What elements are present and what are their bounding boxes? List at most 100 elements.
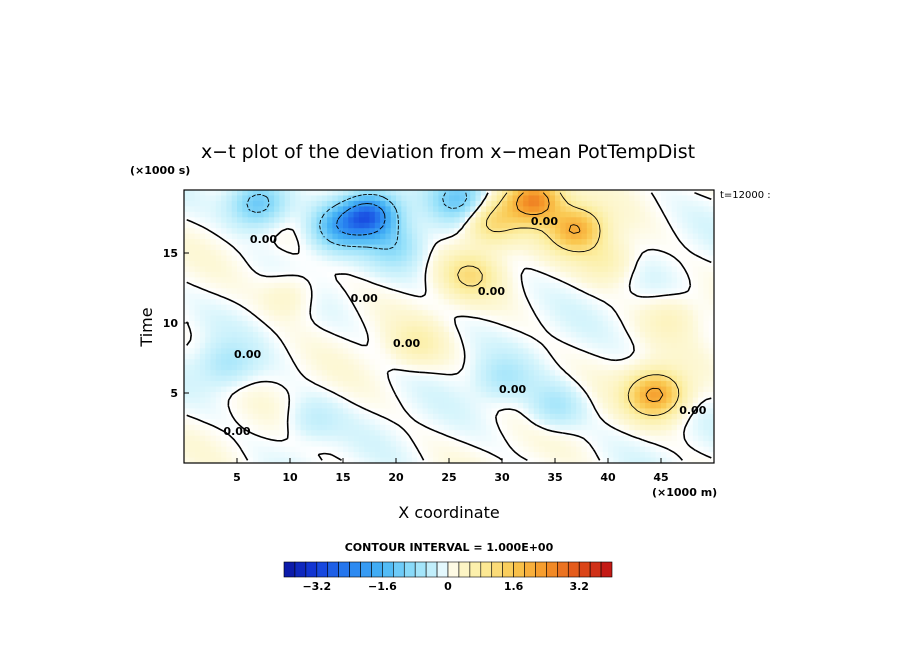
heatmap-cell (274, 337, 280, 344)
heatmap-cell (343, 326, 349, 333)
heatmap-cell (533, 430, 540, 437)
heatmap-cell (703, 250, 710, 256)
heatmap-cell (496, 217, 503, 224)
heatmap-cell (406, 342, 413, 349)
heatmap-cell (671, 441, 678, 448)
heatmap-cell (268, 266, 275, 273)
heatmap-cell (316, 255, 323, 262)
heatmap-cell (284, 211, 291, 218)
heatmap-cell (560, 277, 566, 284)
heatmap-cell (454, 239, 460, 245)
heatmap-cell (560, 315, 566, 322)
heatmap-cell (666, 260, 672, 267)
heatmap-cell (199, 195, 206, 202)
heatmap-cell (396, 222, 402, 229)
heatmap-cell (406, 331, 413, 338)
heatmap-cell (565, 299, 572, 306)
heatmap-cell (618, 211, 625, 218)
heatmap-cell (300, 315, 307, 322)
heatmap-cell (184, 195, 190, 202)
heatmap-cell (549, 381, 556, 387)
heatmap-cell (512, 397, 519, 404)
heatmap-cell (475, 375, 482, 382)
heatmap-cell (396, 342, 402, 349)
heatmap-cell (512, 457, 519, 464)
heatmap-cell (623, 195, 630, 202)
heatmap-cell (470, 342, 476, 349)
heatmap-cell (671, 430, 678, 437)
heatmap-cell (708, 304, 715, 311)
heatmap-cell (496, 310, 503, 316)
heatmap-cell (369, 211, 376, 218)
heatmap-cell (438, 206, 445, 213)
heatmap-cell (507, 260, 513, 267)
heatmap-cell (502, 288, 508, 295)
heatmap-cell (237, 288, 243, 295)
heatmap-cell (231, 353, 238, 360)
heatmap-cell (486, 222, 492, 229)
heatmap-cell (470, 255, 476, 262)
heatmap-cell (274, 392, 280, 398)
heatmap-cell (570, 239, 577, 245)
heatmap-cell (623, 255, 630, 262)
heatmap-cell (475, 337, 482, 344)
heatmap-cell (502, 408, 508, 415)
heatmap-cell (353, 233, 360, 240)
heatmap-cell (528, 288, 535, 295)
heatmap-cell (358, 244, 365, 251)
heatmap-cell (327, 435, 333, 442)
heatmap-cell (576, 222, 582, 229)
heatmap-cell (608, 452, 614, 458)
heatmap-cell (671, 413, 678, 420)
heatmap-cell (597, 441, 604, 448)
heatmap-cell (364, 430, 370, 437)
heatmap-cell (226, 293, 233, 300)
heatmap-cell (406, 244, 413, 251)
heatmap-cell (417, 211, 423, 218)
heatmap-cell (533, 239, 540, 245)
heatmap-cell (438, 342, 445, 349)
heatmap-cell (698, 233, 704, 240)
heatmap-cell (268, 277, 275, 284)
heatmap-cell (438, 271, 445, 278)
heatmap-cell (602, 260, 609, 267)
heatmap-cell (570, 386, 577, 393)
heatmap-cell (295, 364, 301, 371)
heatmap-cell (623, 353, 630, 360)
heatmap-cell (364, 260, 370, 267)
heatmap-cell (592, 457, 598, 464)
heatmap-cell (258, 348, 264, 355)
heatmap-cell (486, 424, 492, 431)
heatmap-cell (661, 359, 667, 366)
heatmap-cell (242, 386, 248, 393)
heatmap-cell (364, 370, 370, 377)
heatmap-cell (454, 392, 460, 398)
heatmap-cell (210, 190, 217, 196)
heatmap-cell (480, 200, 487, 207)
heatmap-cell (321, 337, 328, 344)
heatmap-cell (327, 430, 333, 437)
heatmap-cell (263, 250, 270, 256)
heatmap-cell (470, 370, 476, 377)
heatmap-cell (210, 195, 217, 202)
heatmap-cell (380, 266, 386, 273)
heatmap-cell (708, 353, 715, 360)
heatmap-cell (512, 331, 519, 338)
heatmap-cell (406, 397, 413, 404)
heatmap-cell (332, 413, 339, 420)
heatmap-cell (449, 359, 455, 366)
heatmap-cell (290, 419, 296, 426)
heatmap-cell (390, 222, 397, 229)
heatmap-cell (427, 206, 434, 213)
heatmap-cell (284, 331, 291, 338)
heatmap-cell (380, 190, 386, 196)
heatmap-cell (311, 250, 317, 256)
heatmap-cell (300, 217, 307, 224)
heatmap-cell (586, 326, 593, 333)
heatmap-cell (576, 452, 582, 458)
heatmap-cell (300, 250, 307, 256)
heatmap-cell (406, 282, 413, 289)
heatmap-cell (650, 348, 657, 355)
heatmap-cell (300, 190, 307, 196)
heatmap-cell (464, 271, 471, 278)
